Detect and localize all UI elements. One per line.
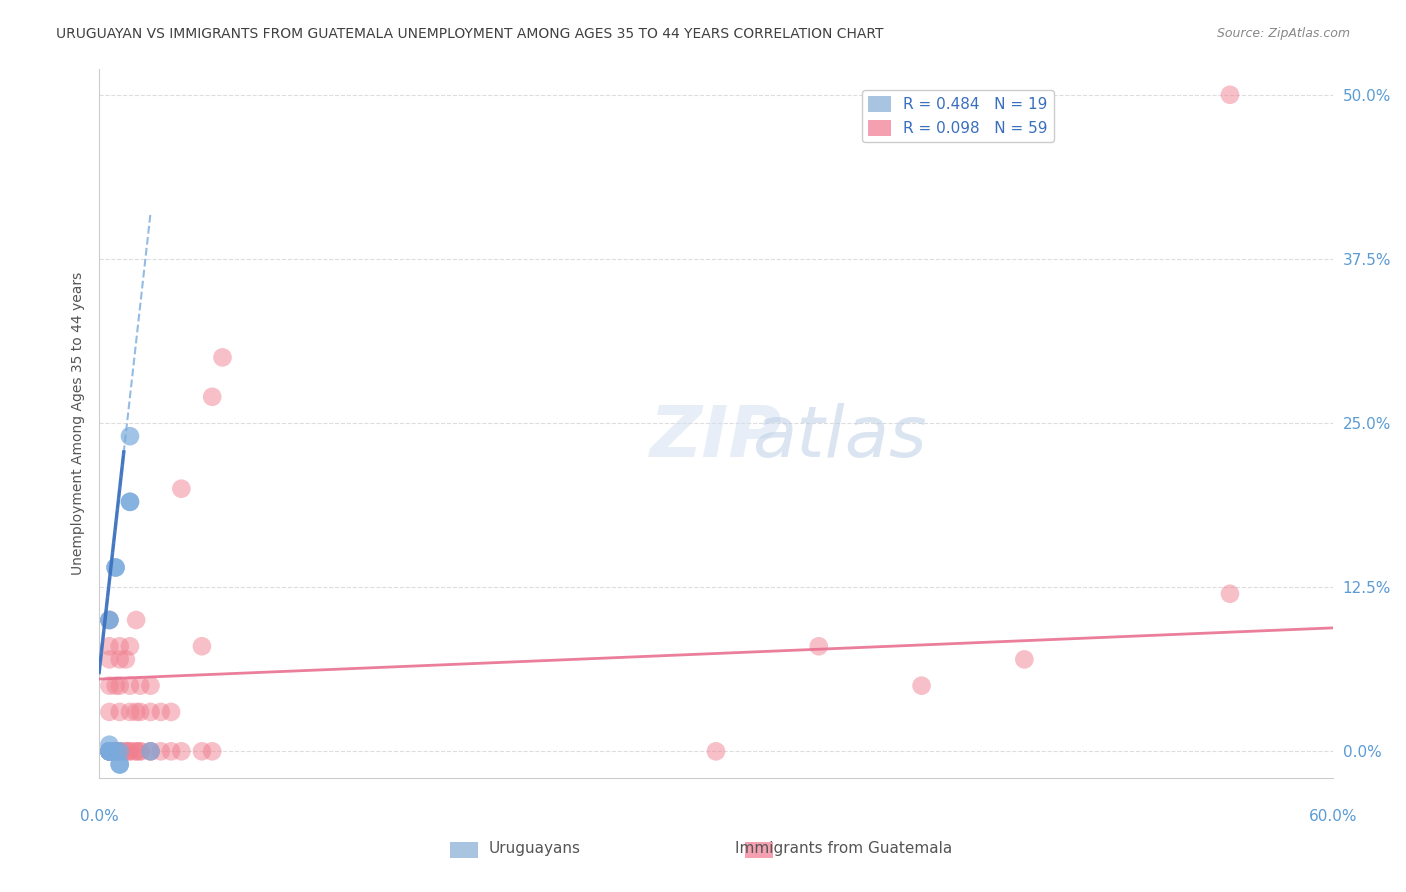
Point <box>910 679 932 693</box>
Point <box>108 744 131 758</box>
Point <box>108 679 131 693</box>
Legend: R = 0.484   N = 19, R = 0.098   N = 59: R = 0.484 N = 19, R = 0.098 N = 59 <box>862 90 1053 142</box>
Point <box>201 390 224 404</box>
Point <box>1219 587 1241 601</box>
Point <box>108 744 131 758</box>
Point <box>108 705 131 719</box>
Point <box>98 613 121 627</box>
Point <box>125 744 148 758</box>
Point <box>807 640 830 654</box>
Point <box>98 744 121 758</box>
Point <box>118 705 141 719</box>
Point <box>139 744 162 758</box>
Point <box>139 705 162 719</box>
Point <box>149 705 172 719</box>
Point <box>170 482 193 496</box>
Point <box>129 744 152 758</box>
Text: Immigrants from Guatemala: Immigrants from Guatemala <box>735 841 952 856</box>
Point <box>191 744 214 758</box>
Point <box>98 744 121 758</box>
Point <box>98 744 121 758</box>
Point <box>191 640 214 654</box>
Point <box>118 495 141 509</box>
Point <box>118 679 141 693</box>
Point <box>98 744 121 758</box>
Point <box>98 613 121 627</box>
Point <box>115 744 138 758</box>
Point <box>118 640 141 654</box>
Point <box>125 744 148 758</box>
Point <box>118 744 141 758</box>
Point <box>104 560 127 574</box>
Text: atlas: atlas <box>752 402 927 472</box>
Point <box>98 738 121 752</box>
Point <box>98 744 121 758</box>
Point <box>108 640 131 654</box>
Point <box>98 744 121 758</box>
Point <box>118 744 141 758</box>
Point <box>104 744 127 758</box>
Point <box>129 679 152 693</box>
Point <box>108 757 131 772</box>
Text: Source: ZipAtlas.com: Source: ZipAtlas.com <box>1216 27 1350 40</box>
Point <box>118 429 141 443</box>
Text: 0.0%: 0.0% <box>80 809 118 824</box>
Point <box>98 613 121 627</box>
Point <box>129 744 152 758</box>
Point <box>139 744 162 758</box>
Point <box>108 744 131 758</box>
Point <box>129 705 152 719</box>
Point <box>98 640 121 654</box>
Point <box>98 652 121 666</box>
Point <box>104 744 127 758</box>
Point <box>98 744 121 758</box>
Point <box>108 757 131 772</box>
Point <box>139 679 162 693</box>
Point <box>160 744 183 758</box>
Point <box>98 705 121 719</box>
Point <box>211 351 233 365</box>
Point <box>170 744 193 758</box>
Point <box>125 705 148 719</box>
Point <box>201 744 224 758</box>
Point <box>139 744 162 758</box>
Point <box>108 652 131 666</box>
Text: ZIP: ZIP <box>650 402 782 472</box>
Point <box>104 679 127 693</box>
Point <box>160 705 183 719</box>
Point <box>125 613 148 627</box>
Y-axis label: Unemployment Among Ages 35 to 44 years: Unemployment Among Ages 35 to 44 years <box>72 271 86 574</box>
Point <box>115 744 138 758</box>
Point <box>98 744 121 758</box>
Point <box>149 744 172 758</box>
Point <box>118 495 141 509</box>
Point <box>98 744 121 758</box>
Point <box>115 652 138 666</box>
Point <box>1219 87 1241 102</box>
Point <box>104 744 127 758</box>
Point <box>704 744 727 758</box>
Point <box>98 679 121 693</box>
Point <box>98 744 121 758</box>
Point <box>1014 652 1036 666</box>
Text: 60.0%: 60.0% <box>1309 809 1357 824</box>
Point <box>98 744 121 758</box>
Point <box>108 744 131 758</box>
Text: URUGUAYAN VS IMMIGRANTS FROM GUATEMALA UNEMPLOYMENT AMONG AGES 35 TO 44 YEARS CO: URUGUAYAN VS IMMIGRANTS FROM GUATEMALA U… <box>56 27 884 41</box>
Point <box>104 744 127 758</box>
Point <box>98 744 121 758</box>
Point <box>104 560 127 574</box>
Text: Uruguayans: Uruguayans <box>488 841 581 856</box>
